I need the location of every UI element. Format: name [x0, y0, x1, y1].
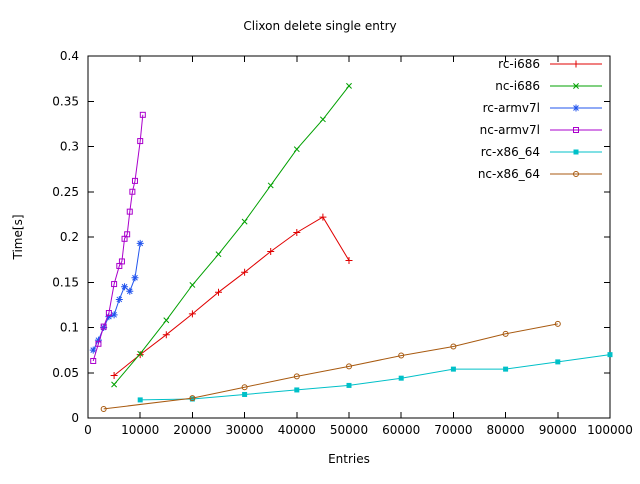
series-markers-rc-x86_64 — [137, 352, 613, 403]
y-tick-label: 0 — [71, 411, 79, 425]
x-tick-label: 40000 — [278, 423, 316, 437]
y-tick-label: 0.15 — [52, 275, 79, 289]
series-markers-nc-armv7l — [90, 111, 146, 364]
y-tick-label: 0.4 — [60, 49, 79, 63]
series-markers-rc-armv7l — [89, 239, 144, 354]
y-tick-label: 0.2 — [60, 230, 79, 244]
series-line-nc-x86_64 — [103, 323, 558, 410]
series-line-rc-armv7l — [92, 243, 141, 351]
y-axis-label: Time[s] — [11, 215, 25, 261]
series-markers-rc-i686 — [110, 213, 353, 379]
legend-marker-nc-armv7l — [573, 127, 579, 133]
legend-label-rc-i686: rc-i686 — [498, 57, 540, 71]
x-tick-label: 70000 — [434, 423, 472, 437]
axis-ticks: 0 10000 20000 30000 40000 50000 60000 70000 8000… — [52, 49, 633, 437]
y-tick-label: 0.3 — [60, 140, 79, 154]
x-tick-label: 90000 — [539, 423, 577, 437]
x-tick-label: 10000 — [121, 423, 159, 437]
legend-label-rc-x86_64: rc-x86_64 — [481, 145, 540, 159]
legend-marker-nc-x86_64 — [573, 171, 579, 177]
y-tick-label: 0.25 — [52, 185, 79, 199]
legend-marker-rc-i686 — [572, 60, 580, 68]
x-tick-label: 60000 — [382, 423, 420, 437]
x-tick-label: 30000 — [226, 423, 264, 437]
legend: rc-i686 nc-i686 rc-armv7l nc-armv7l rc-x86_6… — [478, 57, 602, 181]
x-tick-label: 0 — [84, 423, 92, 437]
legend-label-nc-armv7l: nc-armv7l — [480, 123, 540, 137]
x-axis-label: Entries — [328, 452, 370, 466]
legend-marker-rc-x86_64 — [573, 149, 579, 155]
x-tick-label: 50000 — [330, 423, 368, 437]
y-tick-label: 0.35 — [52, 94, 79, 108]
chart-title: Clixon delete single entry — [243, 19, 396, 33]
series-line-nc-armv7l — [92, 114, 144, 362]
series-line-rc-x86_64 — [140, 354, 611, 401]
x-tick-label: 100000 — [587, 423, 633, 437]
legend-label-nc-i686: nc-i686 — [495, 79, 540, 93]
y-tick-label: 0.1 — [60, 321, 79, 335]
series-markers-nc-x86_64 — [100, 320, 561, 412]
y-tick-label: 0.05 — [52, 366, 79, 380]
x-tick-label: 80000 — [487, 423, 525, 437]
data-series — [89, 82, 613, 412]
series-line-nc-i686 — [113, 85, 350, 385]
legend-marker-rc-armv7l — [572, 104, 580, 112]
legend-label-nc-x86_64: nc-x86_64 — [478, 167, 540, 181]
x-tick-label: 20000 — [173, 423, 211, 437]
legend-label-rc-armv7l: rc-armv7l — [483, 101, 540, 115]
series-markers-nc-i686 — [111, 82, 352, 388]
series-line-rc-i686 — [113, 216, 350, 376]
legend-marker-nc-i686 — [573, 83, 579, 89]
